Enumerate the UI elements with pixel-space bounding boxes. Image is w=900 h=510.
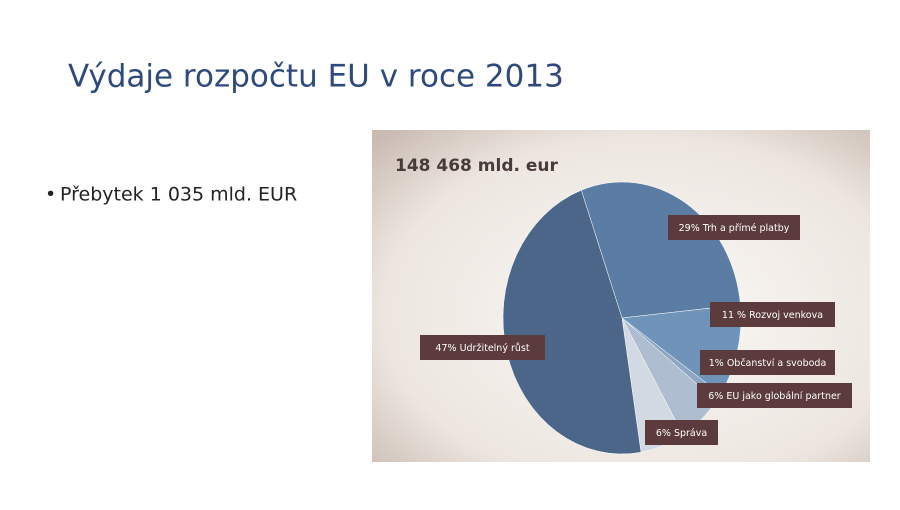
slice-category: Rozvoj venkova [749, 310, 823, 321]
slice-category: EU jako globální partner [726, 391, 840, 402]
slice-category: Trh a přímé platby [702, 223, 790, 234]
slice-value-label: 6% [708, 391, 723, 402]
slice-value-label: 47% [435, 343, 456, 354]
label-box [645, 420, 718, 445]
slice-category: Udržitelný růst [460, 343, 530, 354]
slice-label: 29% Trh a přímé platby [679, 223, 790, 234]
slide-title: Výdaje rozpočtu EU v roce 2013 [68, 59, 564, 95]
labels: 29% Trh a přímé platby 11 % Rozvoj venkov… [420, 215, 852, 445]
bullet-marker: • [45, 184, 56, 206]
label-box [668, 215, 800, 240]
slice-label: 1% Občanství a svoboda [709, 358, 827, 369]
pie [502, 181, 742, 455]
slice-value-label: 29% [679, 223, 700, 234]
slice-category: Správa [674, 428, 707, 439]
bullet: Přebytek 1 035 mld. EUR [60, 184, 297, 206]
slice-value-label: 1% [709, 358, 724, 369]
slice-label: 47% Udržitelný růst [435, 343, 529, 354]
chart-title: 148 468 mld. eur [395, 156, 559, 176]
label-box [697, 383, 852, 408]
slice-label: 6% EU jako globální partner [708, 391, 841, 402]
slice-category: Občanství a svoboda [727, 358, 826, 369]
slice-label: 11 % Rozvoj venkova [722, 310, 823, 321]
slice-label: 6% Správa [656, 428, 707, 439]
label-box [700, 350, 835, 375]
label-box [710, 302, 835, 327]
label-box [420, 335, 545, 360]
slice-value-label: 6% [656, 428, 671, 439]
slice-value-label: 11 % [722, 310, 746, 321]
